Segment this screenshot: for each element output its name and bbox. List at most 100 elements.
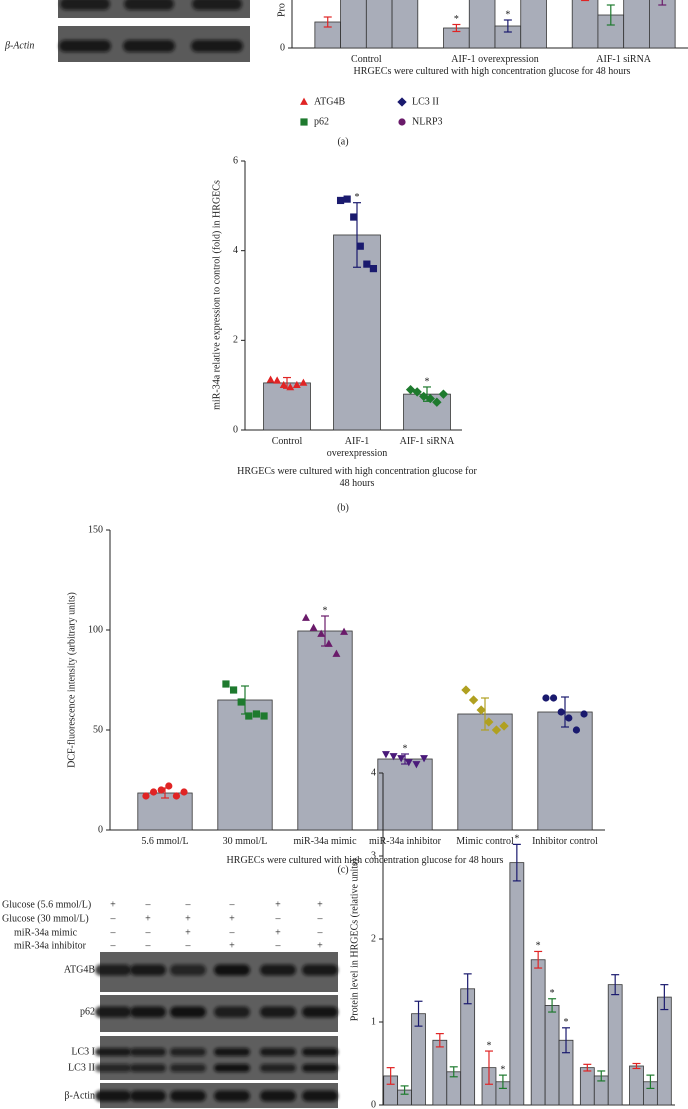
- error-bar: [562, 1027, 571, 1054]
- bar: [411, 1013, 426, 1106]
- x-axis-label: HRGECs were cultured with high concentra…: [353, 66, 631, 77]
- x-tick-label: Control: [271, 436, 303, 447]
- significance-mark: *: [536, 941, 541, 952]
- condition-sign: –: [110, 913, 117, 924]
- point: [542, 694, 550, 702]
- point: [245, 712, 253, 720]
- blot-band: [260, 1006, 296, 1018]
- point: [369, 265, 378, 273]
- point: [404, 759, 413, 767]
- legend-marker: [397, 97, 407, 107]
- y-axis-label: DCF-fluorescence intensity (arbitrary un…: [66, 592, 77, 768]
- point: [336, 196, 345, 205]
- x-tick-label: 5.6 mmol/L: [141, 836, 189, 847]
- blot-band: [302, 1048, 338, 1056]
- point: [389, 753, 398, 761]
- blot-band: [214, 1048, 250, 1056]
- blot-band: [95, 964, 131, 976]
- point: [363, 260, 371, 268]
- y-tick-label: 100: [88, 624, 103, 635]
- condition-sign: +: [317, 940, 323, 951]
- bar: [571, 0, 599, 49]
- point: [229, 686, 238, 694]
- point: [286, 383, 295, 391]
- error-bar: [658, 0, 667, 6]
- error-bar: [597, 1070, 606, 1082]
- error-bar: [561, 696, 569, 728]
- y-tick-label: 1: [371, 1016, 376, 1027]
- error-bar: [583, 1063, 592, 1072]
- legend-marker: [398, 118, 406, 126]
- y-tick-label: 0: [98, 824, 103, 835]
- condition-sign: –: [275, 913, 282, 924]
- legend-label: NLRP3: [412, 116, 443, 127]
- blot-band: [130, 964, 166, 976]
- condition-sign: –: [185, 940, 192, 951]
- legend-marker: [300, 97, 308, 105]
- point: [180, 788, 188, 796]
- bar: [468, 0, 496, 49]
- blot-band: [191, 40, 243, 52]
- point: [142, 792, 150, 800]
- bar: [263, 382, 311, 431]
- point: [580, 710, 588, 718]
- point: [412, 387, 422, 397]
- condition-sign: –: [275, 940, 282, 951]
- point: [476, 705, 486, 715]
- x-tick-label: AIF-1 overexpression: [451, 54, 539, 65]
- blot-band: [95, 1006, 131, 1018]
- y-axis-label: Pro: [276, 3, 287, 17]
- point: [237, 698, 245, 706]
- significance-mark: *: [355, 192, 360, 203]
- bar: [579, 1067, 595, 1106]
- point: [299, 378, 308, 386]
- condition-sign: –: [110, 927, 117, 938]
- blot-band: [214, 1006, 250, 1018]
- point: [279, 380, 288, 389]
- x-tick-label: Control: [351, 54, 382, 65]
- point: [438, 389, 449, 399]
- point: [273, 376, 282, 384]
- error-bar: [660, 984, 669, 1011]
- point: [356, 242, 364, 250]
- condition-label: miR-34a inhibitor: [14, 940, 87, 951]
- bar: [391, 0, 419, 49]
- condition-sign: –: [317, 927, 324, 938]
- y-axis-label: Protein level in HRGECs (relative units): [349, 859, 360, 1021]
- blot-band: [260, 964, 296, 976]
- error-bar: [323, 16, 332, 28]
- bar: [457, 713, 513, 831]
- blot-band: [170, 1064, 206, 1072]
- error-bar: [481, 697, 489, 731]
- condition-sign: –: [110, 940, 117, 951]
- point: [266, 375, 275, 383]
- point: [157, 786, 165, 794]
- blot-row-label: β-Actin: [64, 1090, 95, 1101]
- x-tick-label: miR-34a mimic: [293, 836, 357, 847]
- blot-band: [302, 964, 338, 976]
- blot-band: [60, 0, 110, 10]
- error-bar: [386, 1067, 395, 1085]
- blot-band: [302, 1064, 338, 1072]
- condition-sign: +: [275, 927, 281, 938]
- x-tick-label: Mimic control: [456, 836, 514, 847]
- bar: [509, 862, 525, 1106]
- blot-band: [95, 1064, 131, 1072]
- error-bar: [463, 973, 472, 1005]
- blot-row-label: LC3 II: [68, 1062, 95, 1073]
- y-tick-label: 0: [233, 424, 238, 435]
- error-bar: [435, 1033, 444, 1048]
- point: [302, 613, 310, 621]
- point: [432, 397, 442, 407]
- significance-mark: *: [425, 376, 430, 387]
- error-bar: [400, 1085, 409, 1095]
- blot-band: [260, 1090, 296, 1102]
- error-bar: [484, 1050, 493, 1085]
- bar: [544, 1005, 560, 1106]
- bar: [629, 1065, 644, 1106]
- x-tick-label: AIF-1 siRNA: [399, 436, 455, 447]
- bar: [649, 0, 676, 49]
- blot-band: [260, 1048, 296, 1056]
